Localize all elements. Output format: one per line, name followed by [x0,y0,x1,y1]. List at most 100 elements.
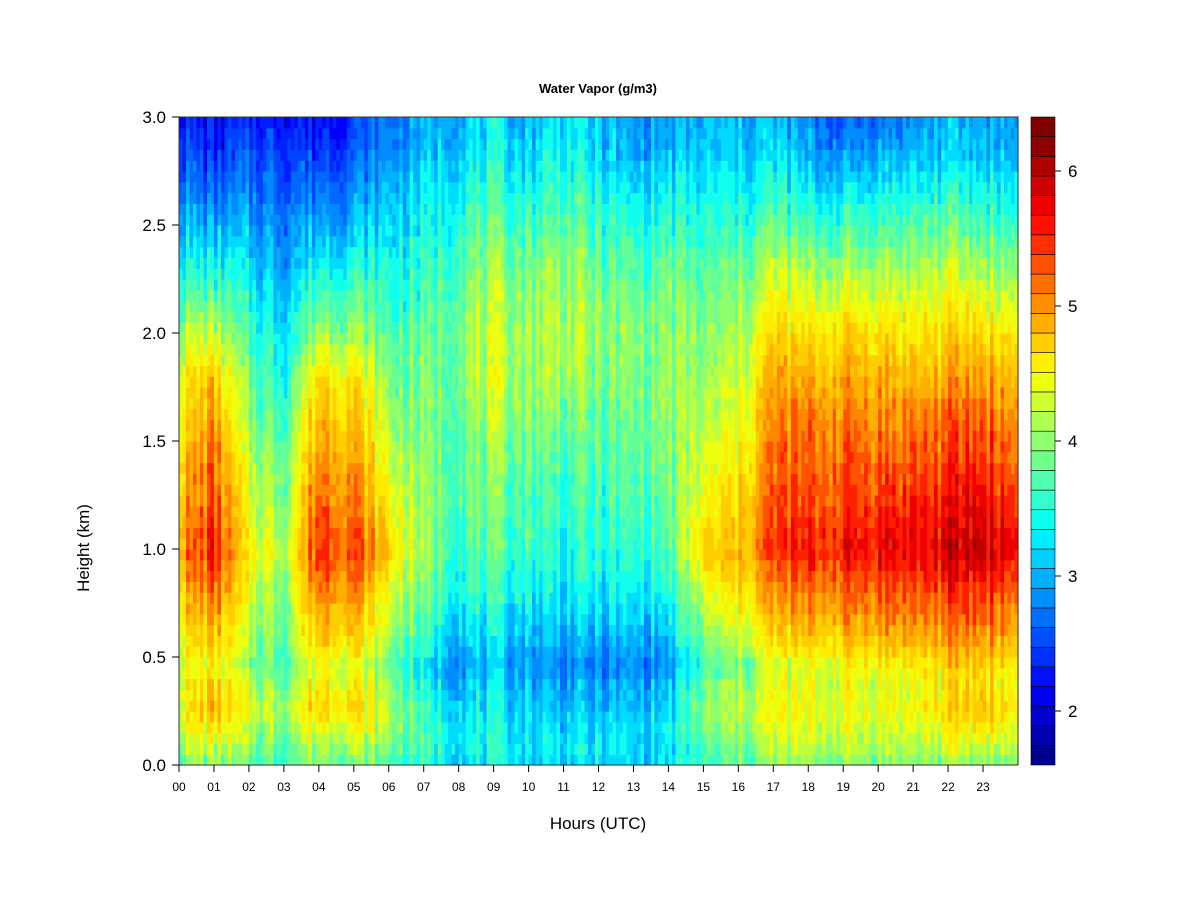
heatmap-cell [276,592,281,604]
heatmap-cell [413,214,418,226]
heatmap-cell [280,603,285,615]
heatmap-cell [458,430,463,442]
heatmap-cell [269,397,274,410]
heatmap-cell [290,117,295,129]
heatmap-cell [339,117,344,129]
heatmap-cell [427,419,432,431]
heatmap-cell [220,505,226,518]
heatmap-cell [199,268,205,280]
heatmap-cell [199,279,205,291]
heatmap-cell [441,138,446,150]
heatmap-cell [465,635,470,647]
heatmap-cell [227,181,233,194]
heatmap-cell [378,613,383,626]
heatmap-cell [304,246,309,258]
heatmap-cell [385,343,390,356]
heatmap-cell [465,516,470,528]
heatmap-cell [308,667,313,680]
heatmap-cell [252,570,257,582]
heatmap-cell [402,311,407,323]
heatmap-cell [241,235,247,248]
heatmap-cell [406,603,411,615]
heatmap-cell [353,570,358,582]
heatmap-cell [196,721,201,734]
heatmap-cell [437,311,442,323]
heatmap-cell [360,300,365,312]
heatmap-cell [203,192,208,204]
heatmap-cell [346,376,351,388]
heatmap-cell [434,203,439,215]
heatmap-cell [367,721,372,734]
heatmap-cell [350,181,355,194]
heatmap-cell [255,268,261,280]
heatmap-cell [430,365,435,377]
heatmap-cell [409,711,414,723]
heatmap-cell [395,700,400,712]
heatmap-cell [311,387,316,399]
heatmap-cell [283,127,288,140]
heatmap-cell [385,581,390,593]
heatmap-cell [458,149,463,161]
heatmap-cell [210,300,215,312]
heatmap-cell [385,700,390,712]
heatmap-cell [367,667,372,680]
heatmap-cell [465,300,470,312]
heatmap-cell [385,365,390,377]
heatmap-cell [332,495,337,507]
heatmap-cell [259,127,264,140]
heatmap-cell [395,603,400,615]
heatmap-cell [287,225,292,237]
heatmap-cell [287,376,292,388]
heatmap-cell [192,289,198,302]
heatmap-cell [406,462,411,474]
heatmap-cell [255,192,261,204]
heatmap-cell [448,732,453,744]
heatmap-cell [199,181,205,194]
heatmap-cell [444,387,449,399]
heatmap-cell [294,559,299,572]
heatmap-cell [364,505,369,518]
heatmap-cell [406,700,411,712]
heatmap-cell [406,451,411,464]
heatmap-cell [252,657,257,669]
heatmap-cell [248,138,254,150]
heatmap-cell [448,300,453,312]
heatmap-cell [266,127,271,140]
heatmap-cell [297,527,302,539]
heatmap-cell [434,430,439,442]
heatmap-cell [336,462,341,474]
heatmap-cell [364,549,369,561]
heatmap-cell [227,117,233,129]
heatmap-cell [280,333,285,345]
heatmap-cell [206,246,212,258]
heatmap-cell [297,408,302,420]
heatmap-cell [308,549,313,561]
heatmap-cell [332,667,337,680]
heatmap-cell [294,127,299,140]
heatmap-cell [227,516,233,528]
heatmap-cell [196,311,201,323]
heatmap-cell [437,516,442,528]
heatmap-cell [455,397,460,410]
heatmap-cell [374,754,379,766]
heatmap-cell [322,171,327,183]
heatmap-cell [231,613,236,626]
heatmap-cell [430,268,435,280]
heatmap-cell [392,246,397,258]
heatmap-cell [248,300,254,312]
heatmap-cell [367,592,372,604]
heatmap-cell [388,376,393,388]
heatmap-cell [430,711,435,723]
heatmap-cell [343,603,348,615]
heatmap-cell [430,657,435,669]
heatmap-cell [385,559,390,572]
heatmap-cell [255,549,261,561]
heatmap-cell [395,117,400,129]
heatmap-cell [259,754,264,766]
heatmap-cell [448,613,453,626]
heatmap-cell [350,581,355,593]
heatmap-cell [388,354,393,366]
heatmap-cell [199,667,205,680]
heatmap-cell [248,462,254,474]
heatmap-cell [444,721,449,734]
